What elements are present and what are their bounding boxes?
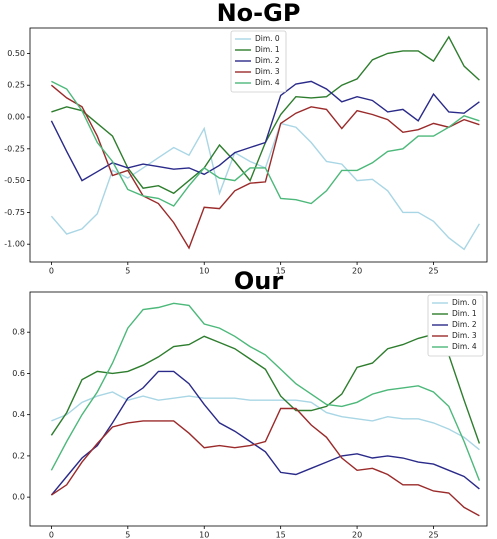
x-tick-label: 5 — [125, 267, 130, 276]
data-line — [51, 80, 480, 207]
y-tick-label: 0.4 — [12, 410, 25, 419]
y-tick-label: -0.50 — [4, 176, 25, 185]
legend-box — [427, 294, 484, 357]
y-tick-label: 0.50 — [7, 49, 25, 58]
y-tick-label: 0.8 — [12, 328, 25, 337]
data-line — [50, 370, 480, 496]
legend-label: Dim. 0 — [452, 298, 477, 307]
x-tick-label: 25 — [428, 531, 438, 539]
y-tick-label: -1.00 — [4, 240, 25, 249]
legend-label: Dim. 1 — [452, 309, 477, 318]
data-line — [51, 391, 480, 451]
x-tick-label: 5 — [125, 531, 130, 539]
legend-label: Dim. 0 — [255, 34, 280, 43]
x-tick-label: 20 — [352, 267, 362, 276]
legend-box — [230, 30, 287, 93]
x-tick-label: 10 — [199, 267, 209, 276]
y-tick-label: 0.6 — [12, 369, 25, 378]
legend-label: Dim. 3 — [452, 331, 477, 340]
y-tick-label: 0.25 — [7, 81, 25, 90]
y-tick-label: 0.2 — [12, 451, 25, 460]
y-tick-label: 0.0 — [12, 493, 25, 502]
data-line — [50, 302, 481, 481]
data-line — [50, 80, 480, 182]
chart-title: Our — [234, 267, 283, 295]
x-tick-label: 0 — [49, 267, 54, 276]
legend-label: Dim. 2 — [452, 320, 477, 329]
x-tick-label: 15 — [276, 531, 286, 539]
data-line — [50, 333, 481, 444]
y-tick-label: 0.00 — [7, 113, 25, 122]
chart-title: No-GP — [217, 0, 301, 27]
legend-label: Dim. 2 — [255, 56, 280, 65]
plot-frame — [29, 291, 488, 527]
data-line — [50, 84, 480, 250]
legend-label: Dim. 1 — [255, 45, 280, 54]
y-tick-label: -0.25 — [4, 144, 25, 153]
legend-label: Dim. 3 — [255, 67, 280, 76]
legend-label: Dim. 4 — [255, 78, 280, 87]
y-tick-label: -0.75 — [4, 208, 25, 217]
x-tick-label: 25 — [428, 267, 438, 276]
legend-label: Dim. 4 — [452, 342, 477, 351]
x-tick-label: 15 — [276, 267, 286, 276]
x-tick-label: 20 — [352, 531, 362, 539]
plot-frame — [29, 27, 488, 263]
data-line — [51, 407, 480, 517]
x-tick-label: 0 — [49, 531, 54, 539]
x-tick-label: 10 — [199, 531, 209, 539]
